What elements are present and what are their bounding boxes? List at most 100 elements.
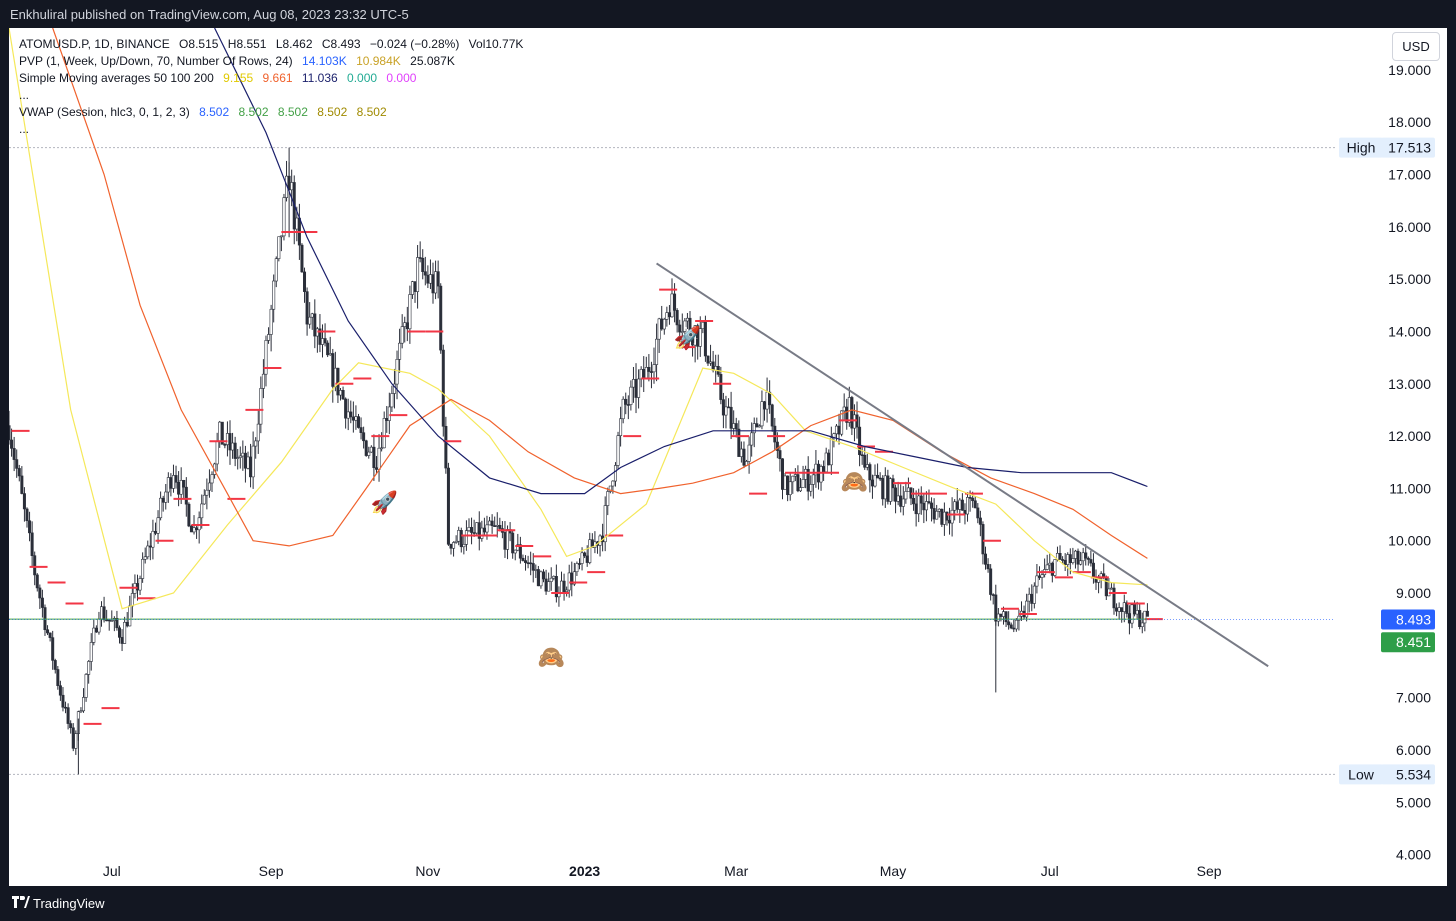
legend-vwap-row[interactable]: VWAP (Session, hlc3, 0, 1, 2, 3) 8.502 8… [19,104,523,121]
candle-body-up [1081,552,1085,562]
candle [783,473,787,490]
candle-body-down [721,399,725,416]
candle [996,608,1000,627]
candle-body-down [441,349,445,427]
candle-body-up [480,527,484,539]
candle [231,432,235,459]
legend-more-2[interactable]: ... [19,122,30,136]
candle [256,409,260,454]
candle-body-up [801,479,805,488]
candle [1071,547,1075,565]
candle-body-down [1125,602,1129,614]
candle [328,336,332,356]
candle-body-up [82,697,86,712]
candle-body-down [169,477,173,489]
candle-body-up [338,390,342,396]
candle-body-down [459,530,463,548]
legend-sma-row[interactable]: Simple Moving averages 50 100 200 9.155 … [19,70,523,87]
monkey-icon: 🙈 [538,645,565,670]
candle [323,323,327,347]
candle [12,436,16,472]
candle [616,431,620,470]
candle-body-down [742,448,746,466]
candle-body-down [1086,557,1090,560]
candle [449,543,453,555]
trend-line[interactable] [656,262,1269,668]
candle-body-up [457,530,461,542]
x-tick-label: Sep [259,863,284,879]
candle-body-up [398,342,402,360]
candle [123,616,127,644]
candle [642,356,646,393]
candle [51,630,55,670]
candle-body-down [878,477,882,480]
candle-body-down [1012,627,1016,630]
candle-body-down [768,391,772,406]
candle-body-up [74,733,78,749]
candle-body-down [963,510,967,515]
candle-body-down [482,527,486,533]
candle [1035,563,1039,594]
candle [159,491,163,521]
candle [1079,551,1083,566]
candle-body-up [256,423,260,442]
candle [164,483,168,510]
candle [200,494,204,529]
candle [490,514,494,534]
candle-body-up [896,495,900,502]
legend-main-row[interactable]: ATOMUSD.P, 1D, BINANCE O8.515 H8.551 L8.… [19,36,523,53]
candle-body-up [1130,604,1134,624]
candle [318,314,322,353]
candle [338,387,342,401]
candle [937,508,941,518]
candle-body-down [195,527,199,531]
candle-body-up [685,317,689,322]
candle [729,391,733,440]
candle-body-up [1135,610,1139,615]
x-tick-label: Sep [1197,863,1222,879]
chart-canvas[interactable]: 🚀🙈🚀🙈 4.0005.0006.0007.0008.0009.00010.00… [9,28,1447,886]
legend-close: 8.493 [330,37,361,51]
candle [403,316,407,343]
candle-body-down [436,271,440,287]
candle [634,363,638,414]
candle [657,317,661,353]
candle-body-down [323,338,327,344]
legend-pvp-row[interactable]: PVP (1, Week, Up/Down, 70, Number Of Row… [19,53,523,70]
candle [228,420,232,465]
candle-body-down [1037,575,1041,578]
currency-button[interactable]: USD [1392,32,1440,61]
candle [562,573,566,601]
chart-area[interactable]: 🚀🙈🚀🙈 4.0005.0006.0007.0008.0009.00010.00… [9,28,1447,886]
candle [698,316,702,357]
candle [120,629,124,652]
candle [629,380,633,411]
candle-body-down [529,562,533,565]
candle [703,315,707,362]
candle [649,361,653,389]
candle [459,527,463,553]
candle [28,511,32,542]
candle [398,328,402,373]
candle-body-up [200,503,204,519]
candle-body-up [904,491,908,500]
candle [74,730,78,755]
candle [932,498,936,524]
x-tick-label: Jul [1041,863,1059,879]
candle [577,558,581,570]
candle-body-up [935,510,939,520]
candle-body-up [454,540,458,543]
candle [881,475,885,506]
candle [303,267,307,303]
candle-body-up [819,466,823,483]
y-tick-label: 7.000 [1396,690,1431,706]
candle-body-down [526,562,530,564]
candle-body-up [202,494,206,505]
candle [798,477,802,493]
candle-body-down [786,475,790,496]
candle-body-down [1068,554,1072,563]
candle [1130,602,1134,629]
candle [326,340,330,358]
legend-more-1[interactable]: ... [19,88,30,102]
candle [1040,570,1044,589]
